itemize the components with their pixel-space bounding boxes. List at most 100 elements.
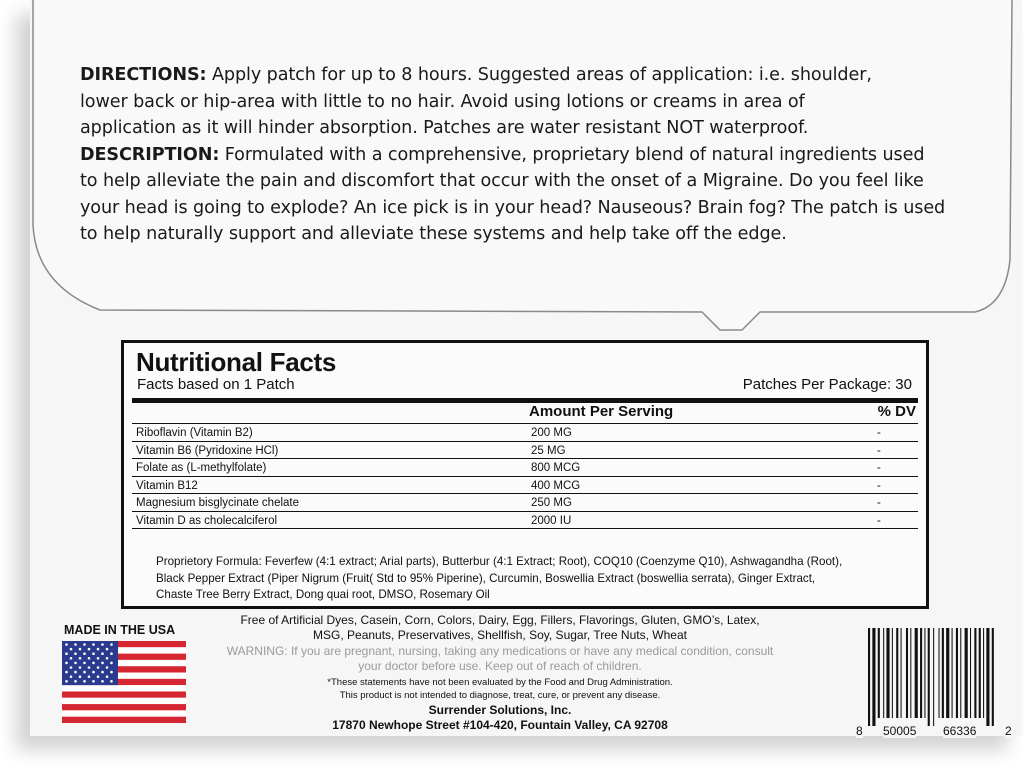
flag-star <box>74 643 77 646</box>
flag-star <box>78 675 82 678</box>
nutrient-dv: - <box>877 479 881 492</box>
flag-stripe <box>62 697 186 705</box>
flag-star <box>69 657 73 660</box>
barcode-bar <box>941 628 944 718</box>
flag-stripe <box>62 659 186 667</box>
flag-star <box>101 680 104 683</box>
flag-star <box>87 657 91 660</box>
flag-star <box>65 652 68 655</box>
flag-star <box>65 661 68 665</box>
nutrient-row: Vitamin D as cholecalciferol 2000 IU - <box>132 512 918 529</box>
flag-star <box>96 647 100 651</box>
company-address: 17870 Newhope Street #104-420, Fountain … <box>332 718 668 732</box>
flag-star <box>92 680 95 683</box>
flag-star <box>74 670 77 674</box>
header-amount: Amount Per Serving <box>529 403 674 420</box>
flag-star <box>101 661 104 665</box>
nutrient-name: Magnesium bisglycinate chelate <box>136 497 300 509</box>
proprietary-line: Black Pepper Extract (Piper Nigrum (Frui… <box>156 571 816 585</box>
flag-star <box>110 643 113 646</box>
barcode-bar <box>896 628 899 718</box>
flag-star <box>105 657 109 660</box>
nutrient-amount: 25 MG <box>531 444 566 457</box>
made-in-usa-label: MADE IN THE USA <box>64 623 176 637</box>
barcode-bar <box>868 628 871 726</box>
barcode-bar <box>905 628 909 718</box>
nutrition-title: Nutritional Facts <box>136 347 337 377</box>
flag-star <box>92 661 95 665</box>
nutrient-dv: - <box>877 514 881 527</box>
flag-stripe <box>62 685 186 692</box>
flag-star <box>101 643 104 646</box>
barcode-bar <box>974 628 977 718</box>
barcode-bar <box>910 628 912 718</box>
flag-stripe <box>62 704 186 711</box>
nutrient-amount: 250 MG <box>531 497 572 509</box>
proprietary-formula: Proprietory Formula: Feverfew (4:1 extra… <box>156 554 916 604</box>
flag-star <box>87 666 91 669</box>
legal-text: Free of Artificial Dyes, Casein, Corn, C… <box>200 613 800 733</box>
nutrient-amount: 400 MCG <box>531 479 581 492</box>
flag-stripe <box>62 647 186 654</box>
description-line-2: to help alleviate the pain and discomfor… <box>80 171 924 191</box>
flag-star <box>101 670 104 674</box>
barcode-bar <box>960 628 962 718</box>
barcode-bar <box>891 628 893 718</box>
description-line-4: to help naturally support and alleviate … <box>80 224 787 244</box>
barcode-digits-right: 66336 <box>943 724 977 738</box>
description-line-3: your head is going to explode? An ice pi… <box>80 197 946 218</box>
barcode-bar <box>927 628 930 726</box>
barcode-digit-first: 8 <box>856 724 863 738</box>
nutrient-dv: - <box>877 427 881 439</box>
flag-stripe <box>62 710 186 717</box>
flag-star <box>87 647 91 651</box>
nutrient-row: Riboflavin (Vitamin B2) 200 MG - <box>132 424 918 442</box>
flag-star <box>65 670 68 674</box>
header-dv: % DV <box>877 403 916 420</box>
flag-stripe <box>62 691 186 698</box>
nutrient-row: Folate as (L-methylfolate) 800 MCG - <box>132 459 918 477</box>
directions-description: DIRECTIONS: Apply patch for up to 8 hour… <box>80 62 1000 248</box>
barcode-digits-left: 50005 <box>883 724 917 738</box>
flag-star <box>105 647 109 651</box>
description-line-1: DESCRIPTION: Formulated with a comprehen… <box>80 144 925 165</box>
barcode-bar <box>877 628 880 718</box>
flag-star <box>69 647 73 651</box>
nutrient-name: Vitamin B12 <box>136 479 198 492</box>
barcode-bar <box>872 628 876 726</box>
nutrient-name: Vitamin D as cholecalciferol <box>136 514 278 527</box>
flag-star <box>110 652 113 655</box>
nutrient-table: Riboflavin (Vitamin B2) 200 MG - Vitamin B6… <box>132 423 918 529</box>
flag-star <box>105 666 109 669</box>
directions-line-1: DIRECTIONS: Apply patch for up to 8 hour… <box>80 65 872 85</box>
nutrient-name: Riboflavin (Vitamin B2) <box>136 427 253 439</box>
flag-star <box>83 661 86 665</box>
flag-star <box>78 647 82 651</box>
flag-star <box>96 666 100 669</box>
flag-stripe <box>62 641 186 648</box>
flag-star <box>69 666 73 669</box>
flag-star <box>83 643 86 646</box>
company-name: Surrender Solutions, Inc. <box>428 703 572 717</box>
free-of-line: MSG, Peanuts, Preservatives, Shellfish, … <box>313 628 687 642</box>
proprietary-line: Chaste Tree Berry Extract, Dong quai roo… <box>156 588 490 601</box>
barcode-bar <box>964 628 968 718</box>
barcode-bar <box>951 628 953 718</box>
warning-line: your doctor before use. Keep out of reac… <box>358 659 642 673</box>
divider-bar <box>132 398 918 403</box>
flag-star <box>110 661 113 665</box>
flag-star <box>92 643 95 646</box>
nutrient-amount: 200 MG <box>531 427 572 439</box>
flag-star <box>74 680 77 683</box>
barcode-bar <box>933 628 935 726</box>
barcode-bar <box>883 628 885 718</box>
barcode-bar <box>914 628 918 718</box>
nutrient-row: Vitamin B12 400 MCG - <box>132 477 918 494</box>
flag-star <box>74 661 77 665</box>
flag-stripe <box>62 653 186 660</box>
nutrient-row: Magnesium bisglycinate chelate 250 MG - <box>132 494 918 512</box>
barcode-bar <box>920 628 923 718</box>
flag-canton <box>62 641 118 686</box>
patches-per-package: Patches Per Package: 30 <box>742 376 912 393</box>
nutrient-name: Folate as (L-methylfolate) <box>136 462 267 474</box>
